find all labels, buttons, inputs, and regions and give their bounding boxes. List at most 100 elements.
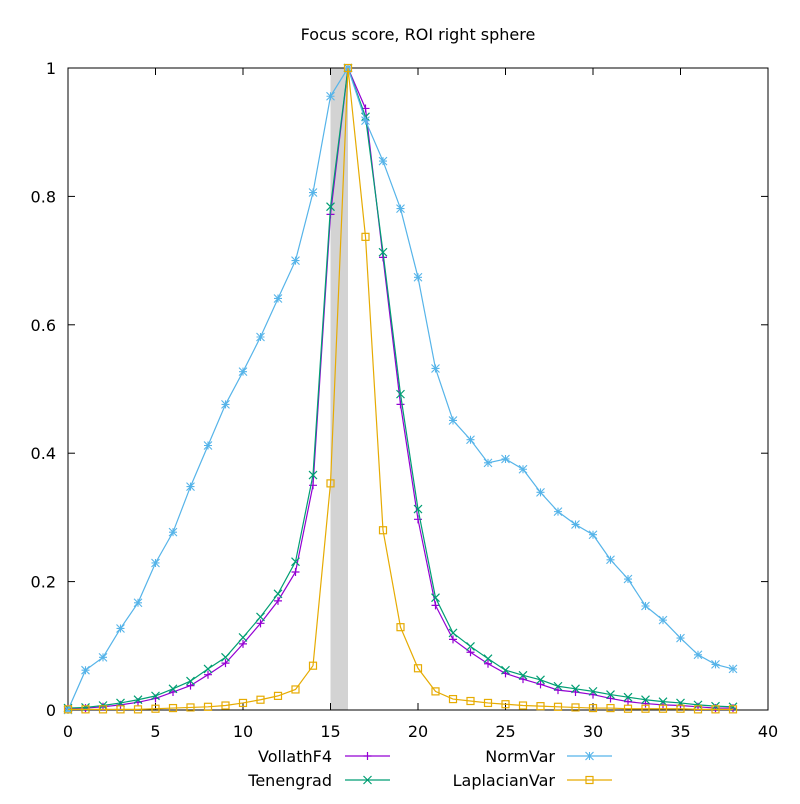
data-point (623, 692, 633, 702)
data-point (693, 705, 703, 714)
y-tick-label: 0.2 (31, 573, 56, 592)
data-point (676, 704, 685, 713)
x-tick-label: 30 (583, 722, 603, 741)
data-point (133, 598, 143, 608)
x-tick-label: 40 (758, 722, 778, 741)
legend-label: NormVar (485, 747, 555, 766)
data-point (133, 705, 143, 714)
series-line-vollathf4 (67, 65, 733, 710)
data-point (536, 675, 545, 685)
data-point (221, 701, 230, 710)
data-point (641, 695, 650, 705)
x-tick-label: 25 (495, 722, 515, 741)
data-point (291, 685, 300, 694)
data-point (326, 91, 335, 101)
y-tick-label: 0.8 (31, 187, 56, 206)
x-tick-label: 15 (320, 722, 340, 741)
data-point (501, 700, 510, 709)
data-point (553, 702, 563, 711)
data-point (273, 691, 283, 700)
data-point (203, 441, 213, 450)
data-point (728, 705, 738, 714)
data-point (431, 601, 440, 610)
data-point (63, 705, 73, 714)
data-point (484, 659, 492, 668)
data-point (151, 558, 160, 568)
data-point (693, 650, 703, 660)
data-point (466, 696, 475, 706)
data-point (186, 676, 195, 686)
data-point (711, 705, 720, 714)
legend-entry-vollathf4: VollathF4 (258, 747, 390, 766)
data-point (501, 665, 510, 675)
data-point (343, 63, 353, 73)
data-point (186, 703, 195, 712)
data-point (658, 704, 668, 713)
data-point (98, 652, 108, 662)
data-point (553, 681, 563, 691)
data-point (204, 670, 212, 679)
data-point (203, 702, 213, 711)
legend-marker (363, 775, 372, 785)
data-point (483, 698, 493, 708)
data-point (326, 202, 335, 212)
legend-entry-laplacianvar: LaplacianVar (453, 771, 612, 790)
data-point (168, 527, 178, 537)
data-point (536, 680, 545, 689)
legend-entry-tenengrad: Tenengrad (247, 771, 390, 790)
data-point (711, 660, 720, 669)
data-point (256, 619, 265, 628)
series-line-tenengrad (67, 67, 734, 709)
data-point (414, 515, 422, 524)
data-point (256, 695, 265, 704)
data-point (396, 389, 405, 399)
data-point (274, 596, 282, 605)
data-point (518, 701, 528, 710)
data-point (168, 703, 178, 713)
data-point (518, 464, 528, 474)
data-point (588, 703, 598, 713)
data-point (221, 652, 230, 662)
x-tick-label: 35 (670, 722, 690, 741)
data-point (553, 507, 563, 517)
legend-marker (585, 751, 594, 761)
data-point (221, 659, 230, 668)
legend-label: VollathF4 (258, 747, 332, 766)
data-point (291, 567, 300, 576)
data-point (466, 642, 475, 651)
legend-marker (585, 775, 594, 785)
data-point (396, 400, 405, 409)
data-point (326, 479, 335, 488)
data-point (273, 589, 283, 599)
series-line-laplacianvar (68, 67, 733, 710)
plot-frame (67, 67, 769, 711)
data-point (413, 664, 423, 673)
legend-label: Tenengrad (247, 771, 332, 790)
x-tick-label: 20 (408, 722, 428, 741)
data-point (221, 400, 230, 409)
x-tick-label: 0 (63, 722, 73, 741)
data-point (676, 633, 685, 643)
data-point (431, 593, 440, 603)
data-point (396, 623, 405, 632)
data-point (81, 705, 90, 714)
data-point (536, 702, 545, 711)
data-point (623, 704, 633, 713)
series-tenengrad (63, 63, 738, 713)
data-point (466, 648, 475, 657)
data-point (308, 188, 318, 197)
data-point (203, 664, 213, 674)
data-point (641, 704, 650, 713)
chart-title: Focus score, ROI right sphere (301, 25, 536, 44)
data-point (308, 470, 318, 480)
series-vollathf4 (64, 64, 737, 713)
data-point (623, 574, 633, 584)
data-point (588, 686, 598, 696)
data-point (483, 654, 493, 664)
data-point (256, 612, 265, 622)
data-point (728, 664, 738, 674)
data-point (413, 272, 423, 282)
data-point (431, 364, 440, 373)
data-point (606, 694, 615, 703)
